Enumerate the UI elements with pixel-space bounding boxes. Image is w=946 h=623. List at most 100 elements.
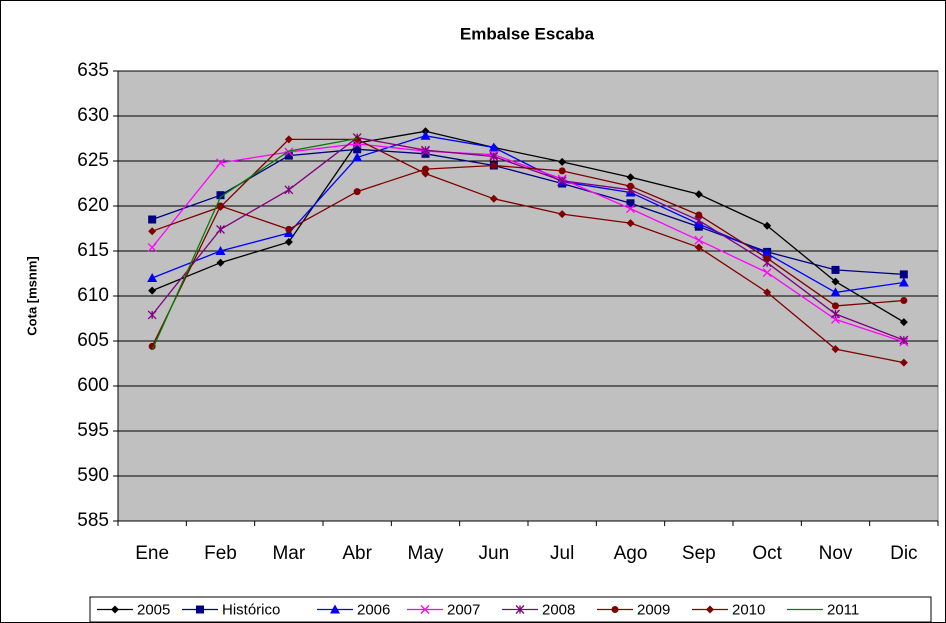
marker — [830, 287, 841, 297]
x-tick-label: Nov — [819, 543, 853, 564]
marker — [763, 254, 771, 262]
marker — [557, 176, 567, 186]
x-tick-label: Abr — [342, 543, 372, 564]
marker — [148, 215, 157, 224]
marker — [148, 227, 157, 236]
marker — [216, 158, 225, 168]
marker — [330, 604, 340, 614]
x-tick-label: Ene — [135, 543, 169, 564]
chart-title: Embalse Escaba — [460, 24, 595, 43]
y-tick-label: 625 — [77, 150, 109, 171]
series-line — [151, 135, 904, 294]
marker — [147, 273, 158, 282]
marker — [627, 182, 634, 190]
marker — [148, 286, 157, 295]
marker — [421, 169, 430, 178]
x-tick-label: Oct — [752, 543, 782, 564]
series-line — [151, 137, 358, 351]
marker — [558, 210, 567, 219]
x-tick-label: Mar — [272, 543, 305, 564]
marker — [695, 211, 703, 219]
marker — [515, 605, 525, 614]
marker — [353, 135, 362, 144]
x-tick-label: Feb — [204, 543, 237, 564]
legend-label: 2009 — [637, 601, 670, 618]
legend-label: 2006 — [357, 601, 390, 618]
marker — [694, 190, 703, 199]
legend: 2005 Histórico 2006 2007 2008 2009 2010 2011 — [89, 596, 932, 623]
y-tick-label: 610 — [77, 285, 109, 306]
marker — [285, 225, 293, 233]
marker — [284, 151, 293, 160]
marker — [216, 258, 225, 267]
marker — [611, 606, 619, 613]
series-line — [151, 148, 904, 276]
marker — [353, 188, 361, 196]
marker — [899, 270, 908, 279]
marker — [762, 248, 773, 258]
marker — [422, 165, 429, 173]
series-line — [151, 138, 904, 364]
marker — [489, 194, 498, 203]
marker — [831, 309, 840, 319]
legend-label: 2008 — [542, 601, 575, 618]
legend-label: 2007 — [447, 601, 480, 618]
marker — [147, 242, 157, 252]
marker — [216, 224, 225, 234]
marker — [558, 157, 567, 166]
marker — [284, 238, 293, 246]
marker — [899, 358, 908, 367]
y-tick-label: 630 — [77, 105, 109, 126]
marker — [421, 145, 430, 155]
y-tick-label: 590 — [77, 465, 109, 486]
marker — [763, 288, 772, 297]
marker — [489, 152, 499, 161]
marker — [831, 277, 840, 286]
marker — [626, 219, 635, 228]
marker — [694, 235, 704, 245]
series-line — [151, 143, 905, 343]
marker — [831, 265, 840, 274]
y-tick-label: 605 — [77, 330, 109, 351]
marker — [626, 199, 635, 208]
y-tick-label: 615 — [77, 240, 109, 261]
y-tick-label: 585 — [77, 510, 109, 531]
marker — [831, 345, 840, 354]
series-line — [151, 130, 905, 323]
marker — [284, 147, 294, 157]
marker — [626, 204, 635, 214]
legend-label: 2005 — [137, 601, 170, 618]
marker — [900, 297, 908, 304]
x-tick-label: Ago — [614, 543, 648, 564]
marker — [899, 318, 908, 327]
y-tick-label: 595 — [77, 420, 109, 441]
legend-label: Histórico — [222, 601, 280, 618]
x-tick-label: Jun — [479, 543, 510, 564]
marker — [488, 142, 499, 152]
marker — [216, 191, 225, 200]
series-line — [151, 164, 904, 347]
marker — [196, 605, 204, 614]
y-axis-label: Cota [msnm] — [24, 256, 39, 335]
y-tick-label: 600 — [77, 375, 109, 396]
marker — [111, 605, 119, 614]
marker — [284, 185, 294, 195]
marker — [490, 162, 498, 169]
marker — [694, 243, 703, 252]
marker — [558, 167, 566, 175]
marker — [899, 335, 909, 345]
x-tick-label: Sep — [682, 543, 716, 564]
y-tick-label: 620 — [77, 195, 109, 216]
marker — [626, 173, 635, 182]
marker — [216, 202, 225, 211]
marker — [898, 277, 909, 287]
marker — [284, 135, 293, 144]
marker — [352, 152, 363, 162]
x-tick-label: Dic — [890, 543, 917, 564]
marker — [215, 246, 226, 255]
marker — [762, 268, 772, 278]
marker — [706, 605, 714, 614]
legend-label: 2011 — [827, 601, 859, 618]
marker — [420, 130, 431, 140]
marker — [763, 221, 772, 230]
